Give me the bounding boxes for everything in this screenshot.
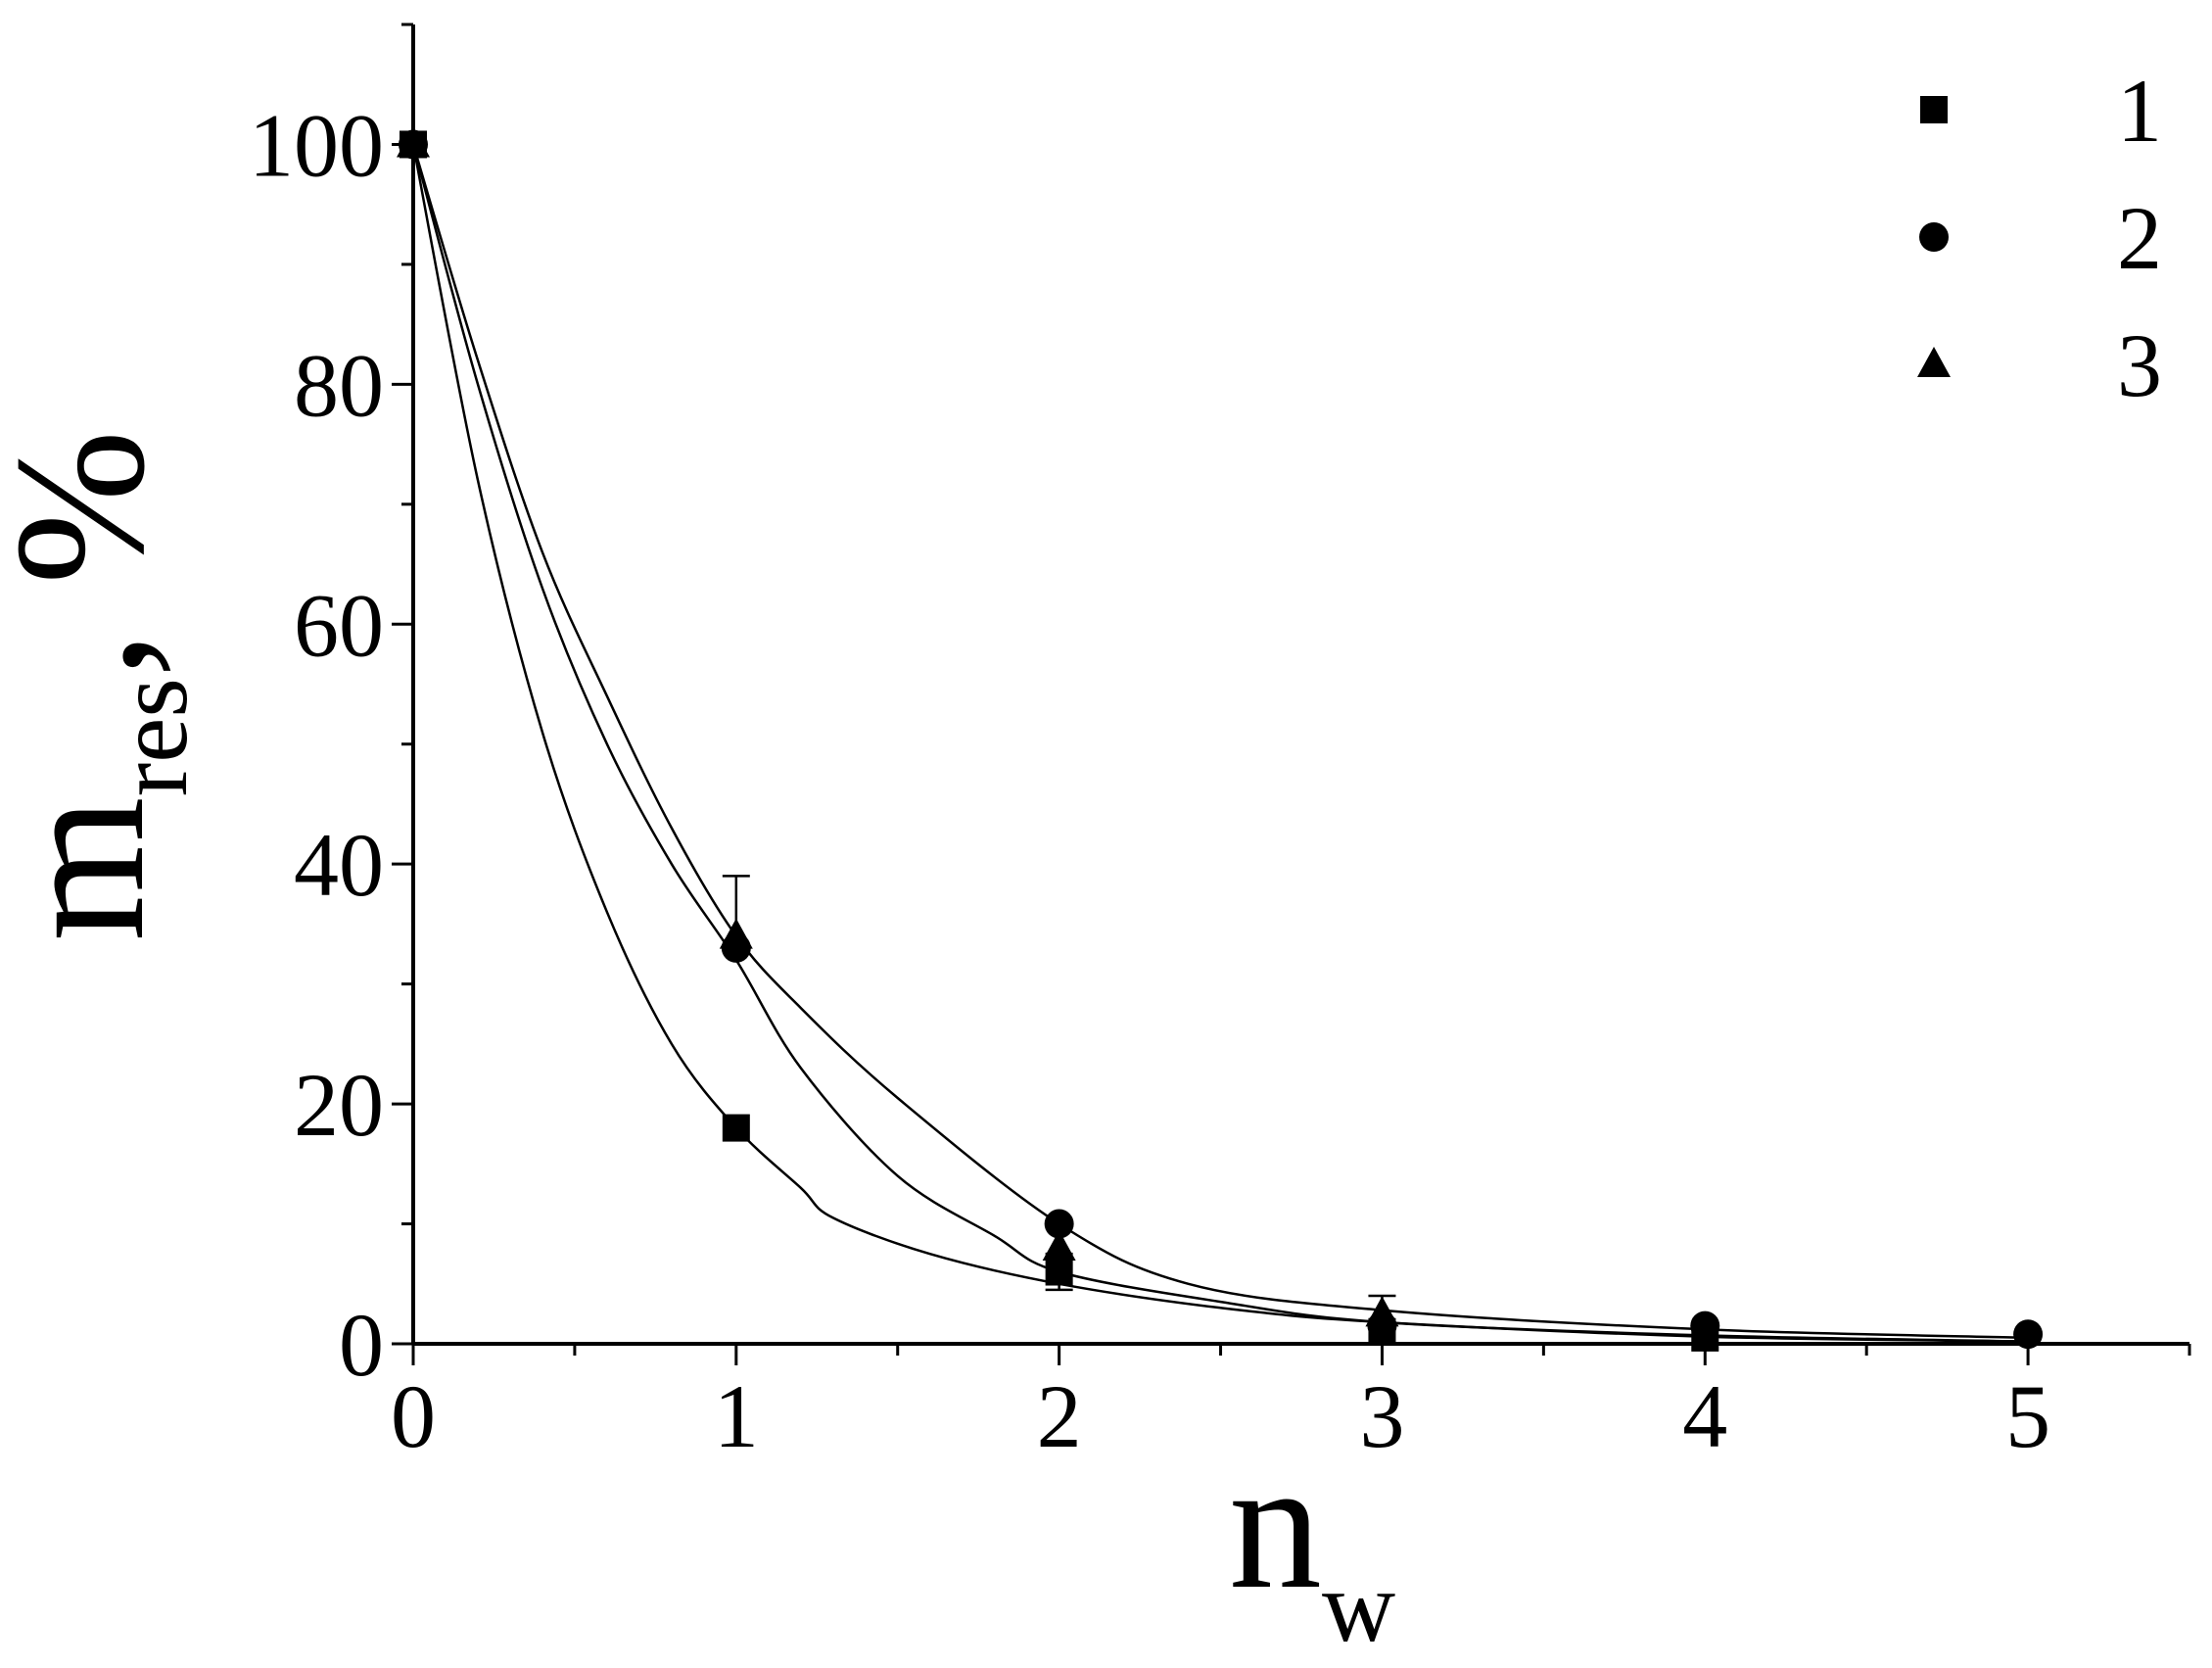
y-axis-title-sub: res — [96, 678, 209, 796]
chart-axes: 0 1 2 3 4 5 0 20 40 60 80 100 — [249, 23, 2191, 1466]
legend: 1 2 3 — [1917, 61, 2162, 415]
data-point-series-3 — [1365, 1296, 1399, 1327]
x-axis-title-main: n — [1229, 1422, 1322, 1628]
data-point-series-3 — [1042, 1230, 1076, 1262]
y-tick-label: 20 — [294, 1055, 384, 1155]
y-axis-title: mres, % — [0, 430, 209, 941]
data-point-series-1 — [1045, 1258, 1073, 1286]
legend-marker-series-1 — [1920, 96, 1948, 123]
data-point-series-1 — [722, 1114, 750, 1142]
y-axis-title-main: m — [0, 796, 183, 941]
x-tick-label: 4 — [1682, 1366, 1727, 1466]
y-tick-label: 0 — [339, 1295, 384, 1395]
fit-curves — [411, 144, 2029, 1343]
x-axis-title: nw — [1229, 1422, 1395, 1663]
legend-label-series-3: 3 — [2117, 315, 2162, 415]
data-point-series-2 — [1690, 1311, 1720, 1341]
legend-marker-series-3 — [1917, 347, 1951, 377]
x-tick-label: 1 — [714, 1366, 759, 1466]
data-points — [397, 126, 2044, 1352]
axis-titles: nw mres, % — [0, 430, 1395, 1663]
legend-label-series-2: 2 — [2117, 188, 2162, 288]
x-tick-label: 2 — [1037, 1366, 1082, 1466]
data-point-series-3 — [719, 918, 753, 949]
y-tick-label: 100 — [249, 95, 384, 195]
y-tick-label: 80 — [294, 335, 384, 435]
y-tick-label: 60 — [294, 575, 384, 675]
x-tick-label: 3 — [1359, 1366, 1404, 1466]
fit-curve-series-2 — [411, 144, 2029, 1340]
data-point-series-2 — [2013, 1319, 2044, 1350]
x-tick-label: 0 — [391, 1366, 436, 1466]
x-axis-title-sub: w — [1322, 1550, 1395, 1663]
legend-marker-series-2 — [1919, 222, 1949, 252]
fit-curve-series-3 — [411, 144, 2029, 1343]
y-tick-label: 40 — [294, 815, 384, 915]
legend-label-series-1: 1 — [2117, 61, 2162, 161]
data-point-series-3 — [397, 126, 430, 158]
data-point-series-2 — [1044, 1209, 1074, 1239]
fit-curve-series-1 — [411, 144, 2029, 1343]
x-tick-label: 5 — [2005, 1366, 2050, 1466]
y-axis-title-suffix: , % — [0, 430, 183, 678]
